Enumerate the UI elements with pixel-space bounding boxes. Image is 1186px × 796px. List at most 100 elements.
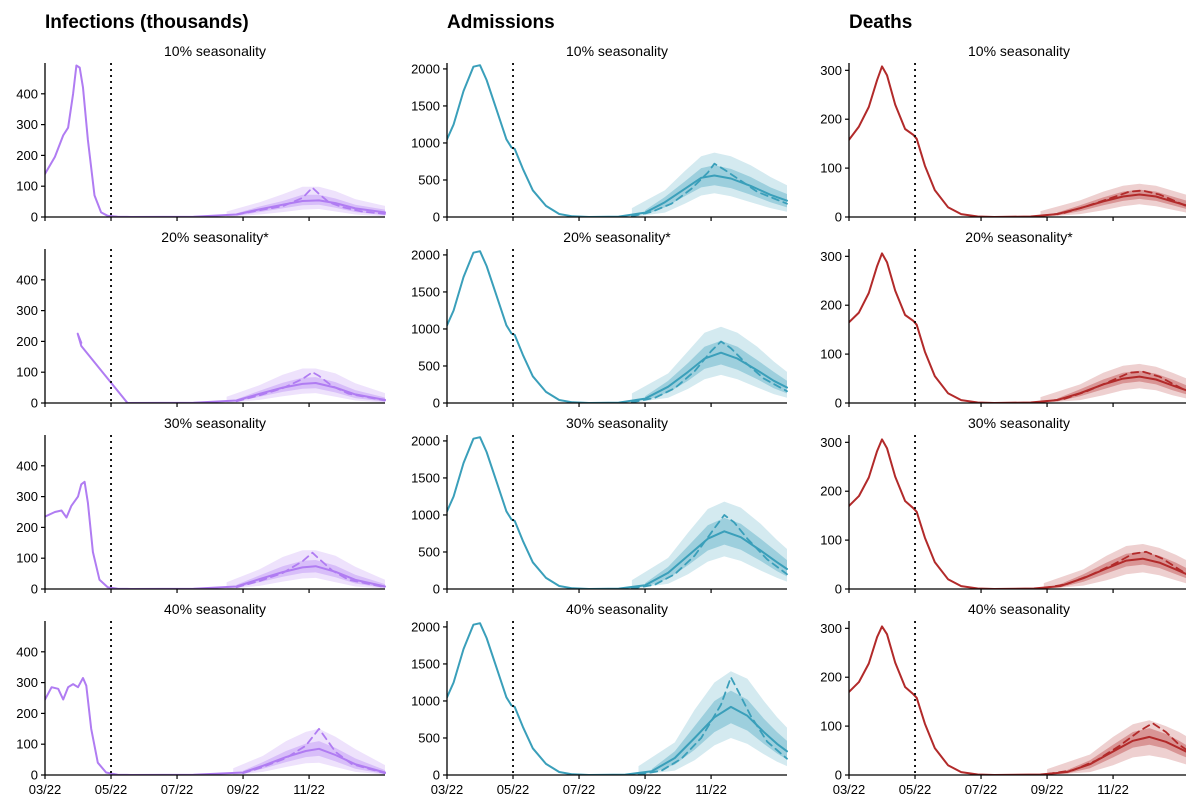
y-tick-label: 100 [16,179,38,194]
fitted-line [45,64,132,217]
y-tick-label: 500 [418,730,440,745]
y-tick-label: 300 [16,489,38,504]
panel-title: 10% seasonality [164,43,266,59]
projection-median-line [126,382,386,403]
y-tick-label: 300 [820,63,842,78]
projection-median-line [993,193,1186,217]
y-tick-label: 500 [418,172,440,187]
panel-infections-3: 30% seasonality 0 100 200 300 400 [16,415,386,597]
y-tick-label: 100 [820,719,842,734]
projection-median-line [129,565,386,589]
y-tick-label: 1500 [411,470,440,485]
panel-infections-2: 20% seasonality* 0 100 200 300 400 [16,229,386,411]
plot-area [447,622,788,775]
band-50-percent [243,741,385,775]
panel-admissions-3: 30% seasonality 0 500 1000 1500 2000 [411,415,788,597]
y-tick-label: 100 [820,161,842,176]
projection-dashed-line [1046,722,1186,775]
x-tick-label: 07/22 [563,782,596,796]
panel-title: 40% seasonality [164,601,266,617]
y-tick-label: 0 [835,210,842,225]
projection-dashed-line [235,186,386,216]
y-tick-label: 0 [433,396,440,411]
panel-title: 40% seasonality [566,601,668,617]
y-tick-label: 1000 [411,507,440,522]
panel-title: 30% seasonality [566,415,668,431]
x-tick-label: 09/22 [1031,782,1064,796]
projection-median-line [587,351,788,403]
panel-title: 20% seasonality* [161,229,269,245]
fitted-line [447,436,590,589]
y-tick-label: 1500 [411,98,440,113]
x-tick-label: 07/22 [161,782,194,796]
y-tick-label: 100 [820,533,842,548]
y-tick-label: 2000 [411,619,440,634]
projection-median-line [129,747,386,775]
y-tick-label: 100 [16,737,38,752]
projection-dashed-line [631,162,788,217]
fitted-line [849,625,996,775]
y-tick-label: 0 [433,210,440,225]
fitted-line [447,64,590,217]
band-50-percent [236,377,385,402]
panel-title: 40% seasonality [968,601,1070,617]
y-tick-label: 0 [31,582,38,597]
y-tick-label: 1500 [411,656,440,671]
y-tick-label: 300 [16,675,38,690]
projection-median-line [993,735,1186,775]
projection-dashed-line [631,340,788,403]
panel-title: 10% seasonality [968,43,1070,59]
y-tick-label: 0 [835,768,842,783]
projection-median-line [129,199,386,217]
y-tick-label: 1000 [411,321,440,336]
y-tick-label: 100 [16,365,38,380]
panels: 10% seasonality 0 100 200 300 400 20% seasonal… [16,43,1186,796]
panel-deaths-4: 40% seasonality 0 100 200 300 03/22 05/22 07/22… [820,601,1186,796]
y-tick-label: 300 [16,303,38,318]
fitted-line [849,438,996,589]
y-tick-label: 300 [820,621,842,636]
projection-dashed-line [235,551,386,589]
x-tick-label: 11/22 [1097,782,1129,796]
projection-median-line [993,375,1186,403]
y-tick-label: 1000 [411,693,440,708]
band-50-percent [236,194,385,216]
y-tick-label: 2000 [411,61,440,76]
y-tick-label: 400 [16,644,38,659]
projection-median-line [587,705,788,775]
projection-median-line [587,174,788,217]
x-tick-label: 03/22 [833,782,866,796]
y-tick-label: 1500 [411,284,440,299]
column-titles: Infections (thousands) Admissions Deaths [45,12,912,33]
plot-area [849,625,1186,775]
y-tick-label: 0 [835,396,842,411]
x-tick-label: 05/22 [497,782,530,796]
y-tick-label: 0 [433,582,440,597]
y-tick-label: 200 [820,670,842,685]
y-tick-label: 200 [820,112,842,127]
y-tick-label: 400 [16,86,38,101]
x-tick-label: 03/22 [29,782,62,796]
band-50-percent [645,165,787,215]
y-tick-label: 100 [16,551,38,566]
x-tick-label: 03/22 [431,782,464,796]
panel-admissions-4: 40% seasonality 0 500 1000 1500 2000 03/22 05/2… [411,601,788,796]
projection-dashed-line [235,371,386,403]
projection-median-line [993,557,1186,589]
y-tick-label: 0 [31,210,38,225]
y-tick-label: 200 [16,520,38,535]
y-tick-label: 0 [835,582,842,597]
y-tick-label: 300 [16,117,38,132]
x-tick-label: 09/22 [629,782,662,796]
fitted-line [76,332,129,403]
fitted-line [45,677,132,775]
fitted-line [849,252,996,403]
y-tick-label: 200 [16,706,38,721]
panel-infections-1: 10% seasonality 0 100 200 300 400 [16,43,386,225]
plot-area [447,64,788,217]
column-title-deaths: Deaths [849,12,912,33]
panel-title: 20% seasonality* [965,229,1073,245]
band-50-percent [236,560,385,589]
panel-admissions-1: 10% seasonality 0 500 1000 1500 2000 [411,43,788,225]
